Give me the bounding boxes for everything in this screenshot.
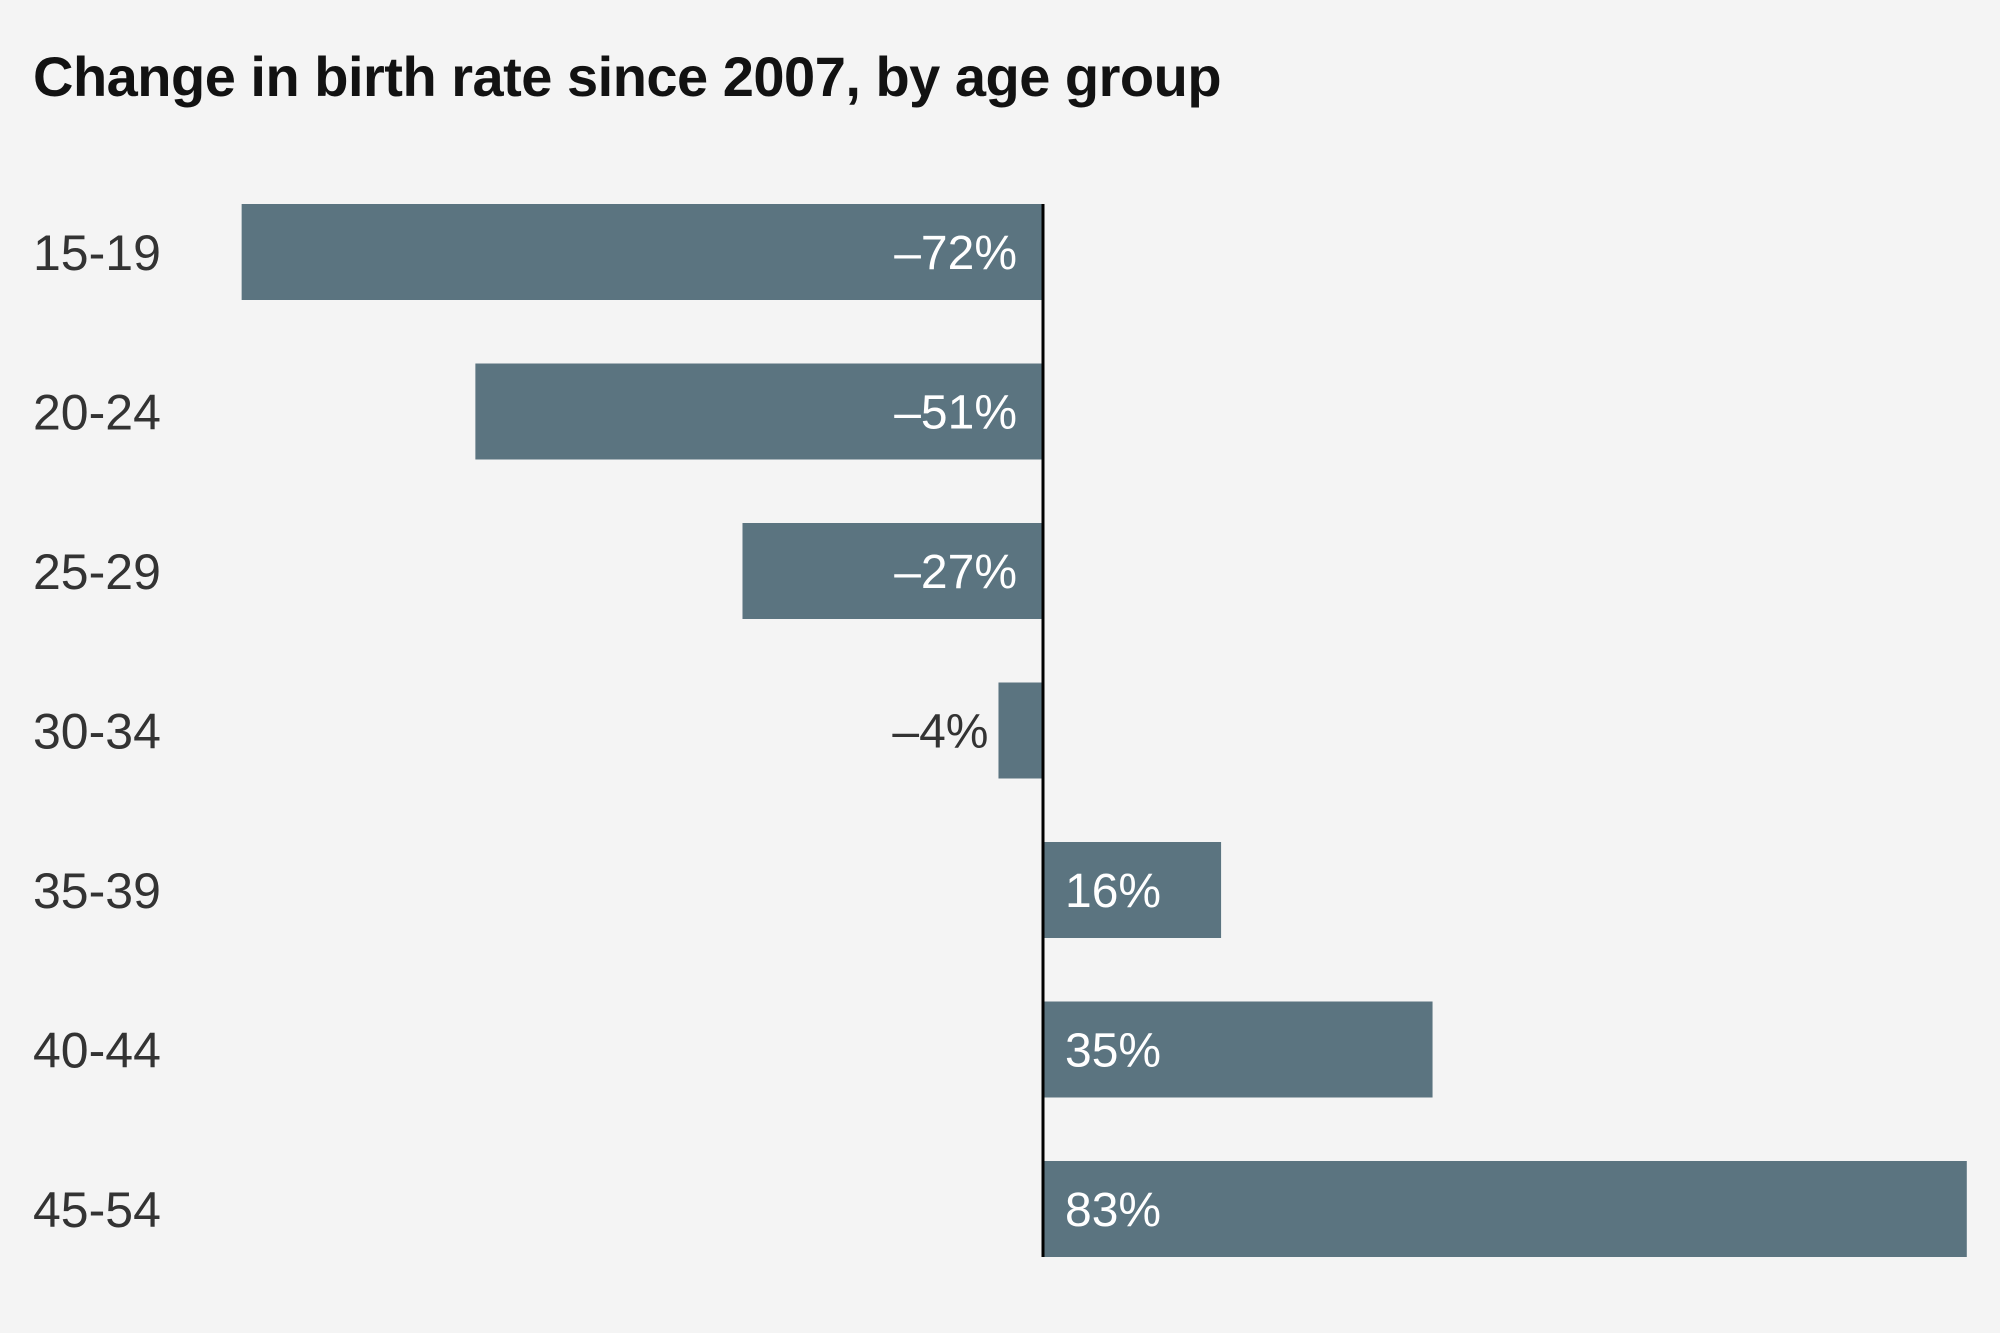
- category-label: 40-44: [33, 1023, 161, 1079]
- category-label: 45-54: [33, 1182, 161, 1238]
- value-label: 16%: [1065, 865, 1161, 918]
- bar: [475, 363, 1043, 460]
- value-label: –27%: [894, 546, 1017, 599]
- chart-title: Change in birth rate since 2007, by age …: [33, 45, 1222, 108]
- category-label: 20-24: [33, 385, 161, 441]
- value-label: 83%: [1065, 1184, 1161, 1237]
- category-label: 35-39: [33, 863, 161, 919]
- bar: [1043, 842, 1222, 938]
- category-label: 30-34: [33, 704, 161, 760]
- category-label: 15-19: [33, 225, 161, 281]
- bar: [1043, 1001, 1433, 1098]
- value-label: –72%: [894, 227, 1017, 280]
- bar: [1043, 1161, 1967, 1257]
- value-label: –4%: [892, 706, 988, 759]
- value-label: 35%: [1065, 1025, 1161, 1078]
- bar: [742, 523, 1043, 619]
- category-label: 25-29: [33, 544, 161, 600]
- bar: [241, 204, 1043, 300]
- value-label: –51%: [894, 387, 1017, 440]
- bar: [998, 682, 1043, 779]
